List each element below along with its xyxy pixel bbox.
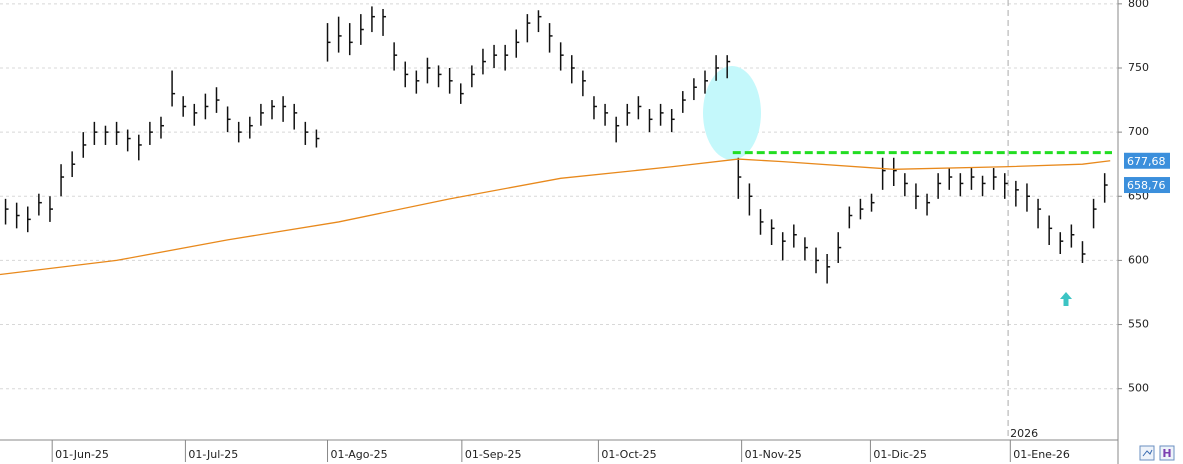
y-tick-label: 500: [1128, 382, 1149, 395]
price-tag: [1124, 152, 1170, 169]
moving-average: [0, 158, 1111, 276]
scale-icon: [1142, 449, 1153, 457]
hold-button[interactable]: [1159, 445, 1175, 461]
y-tick-label: 700: [1128, 125, 1149, 138]
up-arrow: [1060, 292, 1072, 306]
hold-icon: H: [1162, 447, 1171, 460]
price-tag-label: 658,76: [1127, 179, 1166, 192]
y-tick-label: 550: [1128, 318, 1149, 331]
x-tick-label: 01-Nov-25: [745, 448, 802, 461]
grid: [0, 0, 1118, 440]
scale-button[interactable]: [1139, 445, 1155, 461]
y-tick-label: 750: [1128, 61, 1149, 74]
y-tick-label: 800: [1128, 0, 1149, 10]
price-tag: [1124, 177, 1170, 194]
year-label: 2026: [1010, 427, 1038, 440]
plot: [0, 6, 1112, 284]
highlight-ellipse: [703, 66, 761, 160]
x-tick-label: 01-Sep-25: [465, 448, 522, 461]
x-tick-label: 01-Dic-25: [873, 448, 927, 461]
x-tick-label: 01-Jul-25: [188, 448, 238, 461]
price-tag-label: 677,68: [1127, 155, 1166, 168]
x-tick-label: 01-Jun-25: [55, 448, 109, 461]
x-tick-label: 01-Oct-25: [601, 448, 656, 461]
x-tick-label: 01-Ene-26: [1013, 448, 1070, 461]
x-tick-label: 01-Ago-25: [331, 448, 388, 461]
y-tick-label: 600: [1128, 253, 1149, 266]
